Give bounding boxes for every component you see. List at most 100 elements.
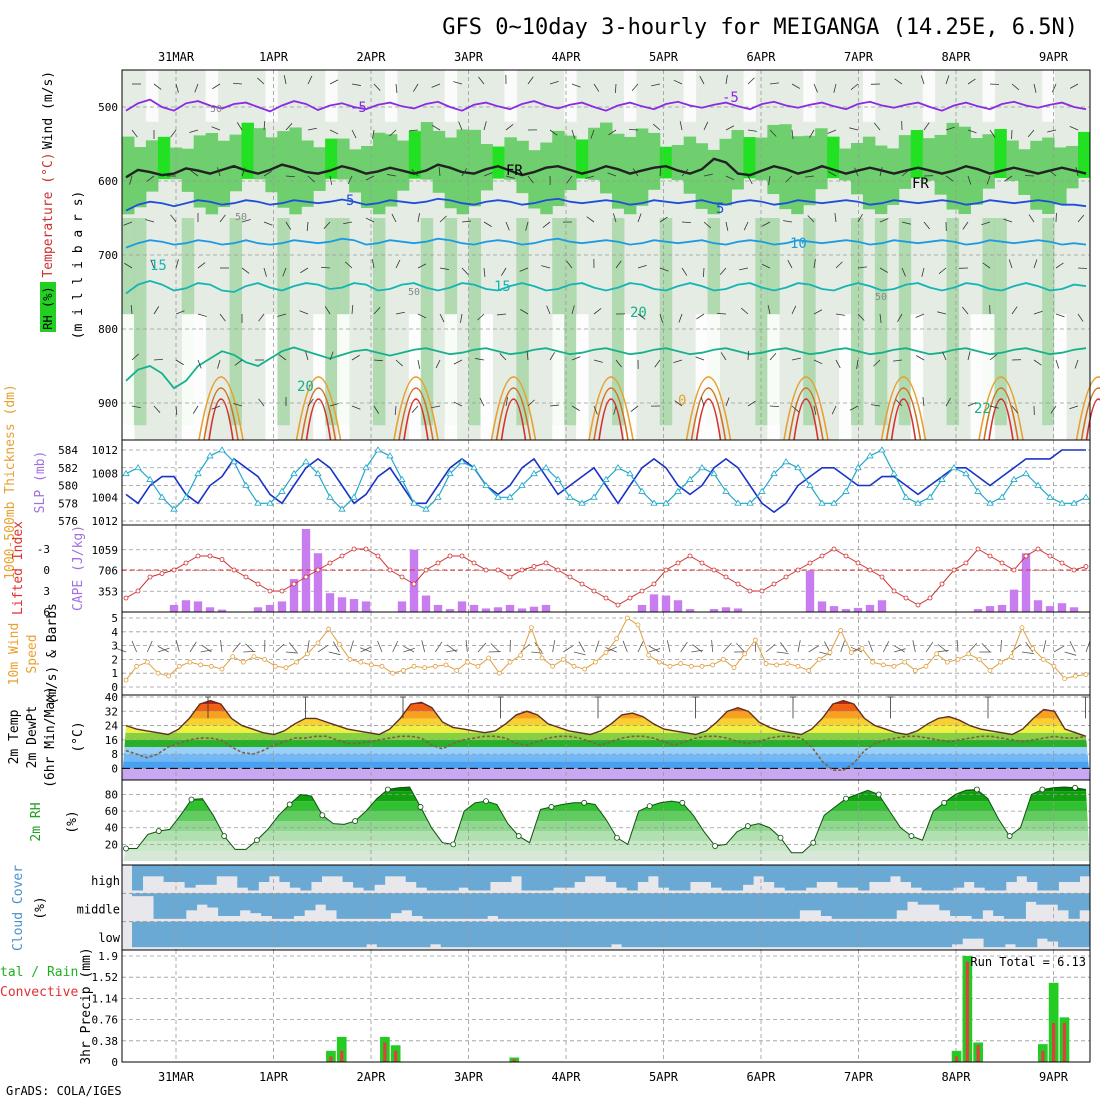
rh-cell xyxy=(444,314,458,440)
cloud-cell xyxy=(451,921,463,948)
y-tick-label: 2 xyxy=(111,653,118,666)
cloud-cell xyxy=(632,921,644,948)
cloud-cover-panel: high middle low Cloud Cover (%) xyxy=(11,864,1091,951)
surface-temperature-contour xyxy=(403,398,429,441)
cloud-cell xyxy=(437,865,449,891)
cape-bar xyxy=(841,609,851,612)
wind-speed-point xyxy=(432,663,438,669)
cape-bar xyxy=(169,604,179,612)
rh-cell xyxy=(695,143,709,209)
wind-barb xyxy=(234,359,243,366)
wind-barb xyxy=(828,171,837,177)
wind-barb xyxy=(716,312,727,315)
y-tick-label: 4 xyxy=(111,626,118,639)
contour-label: 15 xyxy=(494,279,511,295)
wind-barb xyxy=(736,643,745,653)
rh-cell xyxy=(839,148,852,181)
rh-cell xyxy=(767,124,780,195)
wind-barb xyxy=(130,304,133,315)
wind-speed-point xyxy=(507,659,513,665)
bottom-date-label: 6APR xyxy=(747,1070,777,1084)
rh-point xyxy=(483,798,489,805)
wind-barb xyxy=(981,642,991,653)
cloud-cell xyxy=(942,865,954,891)
wind-barb xyxy=(824,641,831,653)
cape-bar xyxy=(205,607,215,612)
rh-point xyxy=(221,833,228,839)
wind-barb xyxy=(936,649,949,653)
y-tick-label: 800 xyxy=(98,323,118,336)
rh-cell xyxy=(241,122,254,179)
series-point xyxy=(782,458,790,465)
wind-speed-point xyxy=(315,640,321,646)
li-point xyxy=(783,574,789,580)
series-point xyxy=(842,487,850,494)
rh-cell xyxy=(779,124,792,210)
li-point xyxy=(963,560,969,566)
cloud-cell xyxy=(454,893,467,919)
wind-barb xyxy=(175,640,180,653)
rh-cell xyxy=(253,128,266,180)
cape-bar xyxy=(433,604,443,612)
cloud-cell xyxy=(433,893,445,919)
cloud-cell xyxy=(802,921,814,948)
wind-speed-point xyxy=(859,645,865,651)
series-point xyxy=(722,487,730,494)
li-point xyxy=(939,581,945,587)
wind-barb xyxy=(674,400,683,407)
rh-cell xyxy=(528,150,541,209)
series-point xyxy=(914,499,922,506)
wind-barb xyxy=(915,313,925,318)
cloud-cell xyxy=(1005,865,1017,882)
cloud-cell xyxy=(228,893,241,916)
panel-y-label: (°C) xyxy=(71,721,86,752)
top-date-label: 6APR xyxy=(747,50,777,64)
cloud-cell xyxy=(398,921,410,948)
cloud-cell xyxy=(637,893,650,919)
cloud-cell xyxy=(816,865,828,882)
wind-barb xyxy=(131,129,138,138)
wind-speed-point xyxy=(1008,654,1014,660)
rh-cell xyxy=(1054,314,1067,440)
surface-temperature-contour xyxy=(490,376,537,441)
rh-cell xyxy=(922,70,936,122)
series-point xyxy=(734,499,742,506)
cloud-cell xyxy=(909,921,921,948)
cloud-cell xyxy=(932,865,944,891)
wind-barb xyxy=(787,259,793,269)
cloud-cell xyxy=(430,921,442,945)
li-point xyxy=(135,588,141,594)
cloud-cell xyxy=(685,921,697,948)
cloud-cell xyxy=(653,921,665,948)
cloud-cell xyxy=(1068,921,1080,948)
wind-barb xyxy=(614,83,617,94)
precip-convective-bar xyxy=(965,961,969,1062)
y-tick-label: 582 xyxy=(58,462,78,475)
wind-barb xyxy=(263,170,272,177)
cloud-cell xyxy=(837,865,849,888)
wind-barb xyxy=(197,359,202,369)
cloud-cell xyxy=(574,865,586,882)
wind-speed-point xyxy=(582,666,588,672)
series-point xyxy=(566,493,574,500)
wind-barb xyxy=(343,221,353,225)
wind-speed-point xyxy=(454,668,460,673)
wind-barb xyxy=(613,405,617,415)
cape-bar xyxy=(541,604,551,612)
wind-barb xyxy=(797,640,801,653)
rh-point xyxy=(843,795,849,802)
cape-bar xyxy=(997,604,1007,612)
rh-cell xyxy=(516,140,529,194)
li-point xyxy=(879,574,885,580)
rh-cell xyxy=(325,218,338,426)
wind-barb xyxy=(571,405,580,411)
cloud-cell xyxy=(1016,865,1028,877)
cloud-cell xyxy=(282,893,294,919)
wind-barb xyxy=(114,647,127,653)
li-point xyxy=(291,581,297,587)
wind-barb xyxy=(831,405,837,415)
cloud-cell xyxy=(547,921,559,948)
wind-barb xyxy=(307,398,314,407)
cloud-cell xyxy=(584,865,596,877)
li-point xyxy=(363,546,369,552)
